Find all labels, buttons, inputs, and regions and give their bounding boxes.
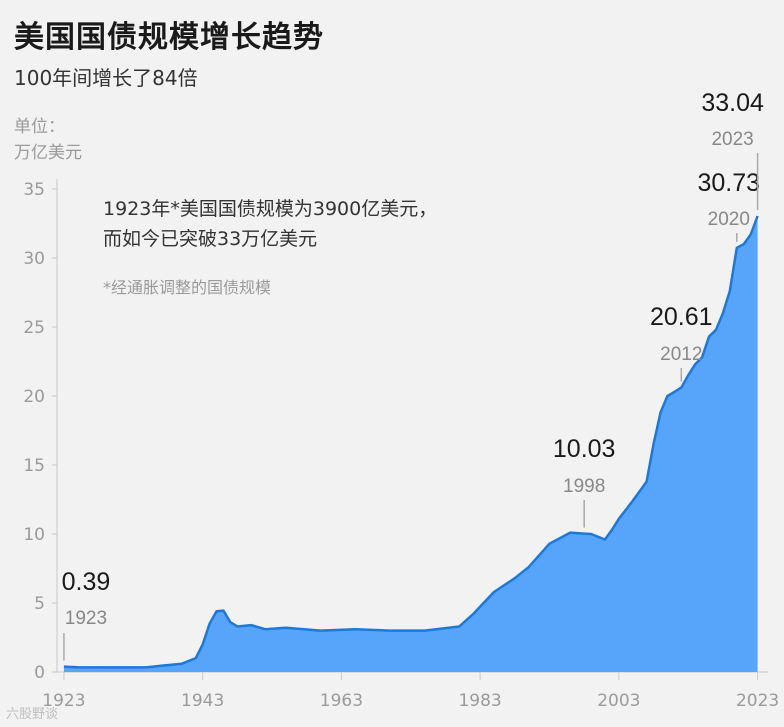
y-tick-label: 15 bbox=[23, 456, 45, 476]
x-tick-label: 2003 bbox=[597, 691, 640, 711]
callout-year: 2023 bbox=[711, 129, 753, 150]
callout-value: 33.04 bbox=[701, 89, 764, 117]
unit-label-line1: 单位： bbox=[14, 117, 65, 137]
annotation-note: 1923年*美国国债规模为3900亿美元， 而如今已突破33万亿美元 bbox=[103, 194, 437, 254]
area-outline bbox=[63, 215, 759, 669]
callout-year: 1923 bbox=[65, 608, 107, 629]
area-fill bbox=[63, 216, 758, 672]
y-tick-label: 0 bbox=[34, 663, 45, 683]
callout-value: 0.39 bbox=[62, 568, 111, 596]
x-tick-label: 2023 bbox=[736, 691, 779, 711]
annotation-line1: 1923年*美国国债规模为3900亿美元， bbox=[103, 198, 438, 220]
annotation-line2: 而如今已突破33万亿美元 bbox=[103, 228, 318, 250]
x-tick-label: 1923 bbox=[42, 691, 85, 711]
area-layer bbox=[63, 215, 759, 672]
annotation-footnote: *经通胀调整的国债规模 bbox=[103, 278, 272, 297]
y-tick-label: 35 bbox=[23, 180, 45, 200]
y-tick-label: 5 bbox=[34, 594, 45, 614]
y-tick-label: 10 bbox=[23, 525, 45, 545]
watermark: 六股野谈 bbox=[6, 707, 59, 722]
y-tick-label: 20 bbox=[23, 387, 45, 407]
x-tick-label: 1963 bbox=[320, 691, 363, 711]
callout-year: 2012 bbox=[660, 344, 702, 365]
x-tick-label: 1943 bbox=[181, 691, 224, 711]
unit-label-line2: 万亿美元 bbox=[14, 143, 82, 163]
callout-layer: 0.39 1923 10.03 1998 20.61 2012 30.73 2020 33.04… bbox=[62, 89, 764, 661]
callout-year: 2020 bbox=[708, 209, 750, 230]
chart-subtitle: 100年间增长了84倍 bbox=[14, 66, 198, 90]
callout-value: 10.03 bbox=[553, 435, 616, 463]
x-tick-label: 1983 bbox=[458, 691, 501, 711]
callout-value: 20.61 bbox=[650, 303, 713, 331]
y-tick-label: 25 bbox=[23, 318, 45, 338]
y-tick-label: 30 bbox=[23, 249, 45, 269]
callout-value: 30.73 bbox=[698, 169, 761, 197]
unit-label: 单位： 万亿美元 bbox=[14, 114, 82, 166]
chart-title: 美国国债规模增长趋势 bbox=[14, 20, 324, 55]
callout-year: 1998 bbox=[563, 476, 605, 497]
